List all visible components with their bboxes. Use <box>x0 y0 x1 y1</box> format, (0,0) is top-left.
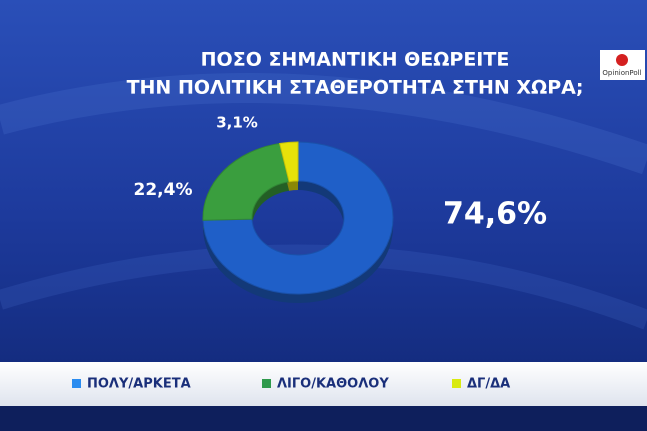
legend-marker <box>262 379 271 388</box>
data-label: 3,1% <box>216 114 258 132</box>
legend-label: ΔΓ/ΔΑ <box>467 377 510 392</box>
legend-label: ΠΟΛΥ/ΑΡΚΕΤΑ <box>87 377 191 392</box>
chart-title: ΠΟΣΟ ΣΗΜΑΝΤΙΚΗ ΘΕΩΡΕΙΤΕ <box>201 49 510 71</box>
legend-marker <box>452 379 461 388</box>
decor <box>0 73 647 175</box>
slice <box>202 142 290 221</box>
data-label: 22,4% <box>134 180 193 200</box>
legend-marker <box>72 379 81 388</box>
slice <box>202 141 394 295</box>
legend-label: ΛΙΓΟ/ΚΑΘΟΛΟΥ <box>277 377 389 392</box>
footer <box>0 406 647 431</box>
slice <box>279 141 299 183</box>
chart-title: ΤΗΝ ΠΟΛΙΤΙΚΗ ΣΤΑΘΕΡΟΤΗΤΑ ΣΤΗΝ ΧΩΡΑ; <box>127 77 584 99</box>
legend-strip <box>0 362 647 406</box>
data-label: 74,6% <box>443 197 547 232</box>
logo-icon <box>616 54 628 66</box>
logo-text: OpinionPoll <box>602 69 641 77</box>
logo: OpinionPoll <box>600 50 645 80</box>
